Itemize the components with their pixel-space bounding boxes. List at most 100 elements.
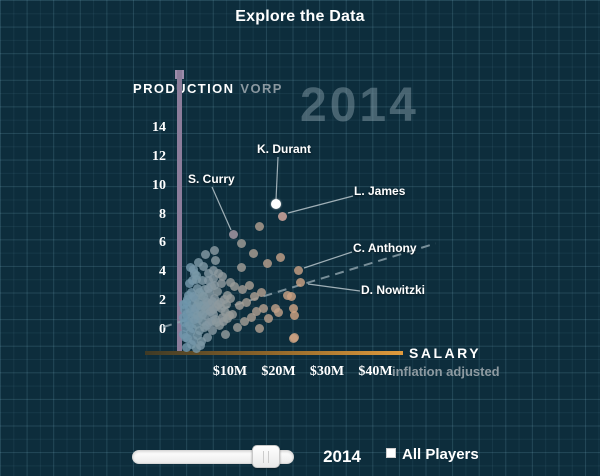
scatter-dot[interactable] — [288, 334, 298, 344]
scatter-dot[interactable] — [198, 262, 208, 271]
scatter-dot[interactable] — [263, 259, 273, 269]
scatter-dot[interactable] — [188, 292, 198, 302]
scatter-dot[interactable] — [191, 344, 201, 354]
scatter-dot[interactable] — [204, 276, 214, 286]
scatter-dot[interactable] — [201, 321, 211, 331]
scatter-dot[interactable] — [208, 266, 218, 276]
scatter-dot[interactable] — [213, 286, 223, 296]
scatter-dot[interactable] — [296, 277, 306, 287]
scatter-dot[interactable] — [191, 270, 201, 280]
scatter-dot[interactable] — [200, 303, 210, 313]
scatter-dot[interactable] — [199, 292, 209, 302]
scatter-dot[interactable] — [225, 293, 235, 303]
scatter-dot[interactable] — [203, 269, 213, 279]
scatter-dot[interactable] — [192, 331, 202, 341]
player-annotation: D. Nowitzki — [361, 283, 426, 297]
scatter-dot[interactable] — [225, 277, 235, 287]
scatter-dot[interactable] — [196, 341, 206, 351]
scatter-dot[interactable] — [191, 303, 201, 313]
scatter-dot[interactable] — [229, 230, 239, 240]
scatter-dot[interactable] — [178, 312, 188, 322]
scatter-dot[interactable] — [207, 325, 217, 335]
scatter-dot[interactable] — [242, 298, 252, 308]
scatter-dot[interactable] — [210, 280, 220, 290]
scatter-dot[interactable] — [203, 298, 213, 308]
scatter-dot[interactable] — [195, 300, 205, 310]
scatter-dot[interactable] — [191, 319, 201, 329]
scatter-dot[interactable] — [276, 253, 286, 263]
year-slider-thumb[interactable] — [252, 445, 280, 468]
scatter-dot[interactable] — [181, 332, 191, 342]
scatter-dot[interactable] — [227, 309, 237, 319]
scatter-dot[interactable] — [244, 280, 254, 290]
scatter-dot[interactable] — [186, 308, 196, 318]
scatter-dot[interactable] — [240, 316, 250, 326]
scatter-dot[interactable] — [278, 211, 288, 221]
scatter-dot[interactable] — [271, 199, 282, 210]
scatter-dot[interactable] — [185, 328, 195, 338]
scatter-dot[interactable] — [179, 299, 189, 309]
scatter-dot[interactable] — [294, 266, 304, 276]
scatter-dot[interactable] — [264, 313, 274, 323]
scatter-dot[interactable] — [288, 303, 298, 313]
scatter-dot[interactable] — [189, 264, 199, 274]
scatter-dot[interactable] — [247, 312, 257, 322]
page-title: Explore the Data — [235, 8, 365, 25]
scatter-dot[interactable] — [254, 324, 264, 334]
scatter-dot[interactable] — [257, 287, 267, 297]
scatter-dot[interactable] — [254, 221, 264, 231]
scatter-dot[interactable] — [252, 306, 262, 316]
scatter-dot[interactable] — [259, 303, 269, 313]
scatter-dot[interactable] — [223, 313, 233, 323]
scatter-dot[interactable] — [230, 282, 240, 292]
scatter-dot[interactable] — [208, 296, 218, 306]
x-tick-label: $40M — [358, 364, 393, 379]
player-annotation: C. Anthony — [353, 241, 417, 255]
scatter-dot[interactable] — [186, 339, 196, 349]
scatter-dot[interactable] — [185, 321, 195, 331]
scatter-dot[interactable] — [220, 329, 230, 339]
scatter-dot[interactable] — [183, 290, 193, 300]
scatter-dot[interactable] — [235, 300, 245, 310]
scatter-dot[interactable] — [217, 303, 227, 313]
y-axis-title-secondary: VORP — [240, 81, 283, 96]
scatter-dot[interactable] — [286, 292, 296, 302]
scatter-dot[interactable] — [204, 283, 214, 293]
scatter-dot[interactable] — [218, 272, 228, 282]
scatter-dot[interactable] — [232, 322, 242, 332]
scatter-dot[interactable] — [204, 289, 214, 299]
scatter-dot[interactable] — [236, 263, 246, 273]
scatter-dot[interactable] — [197, 309, 207, 319]
scatter-dot[interactable] — [273, 308, 283, 318]
scatter-dot[interactable] — [179, 318, 189, 328]
scatter-dot[interactable] — [195, 325, 205, 335]
scatter-dot[interactable] — [202, 332, 212, 342]
scatter-dot[interactable] — [190, 315, 200, 325]
scatter-dot[interactable] — [201, 250, 211, 260]
scatter-dot[interactable] — [210, 256, 220, 266]
x-tick-label: $10M — [212, 364, 248, 379]
annotation-leader-line — [307, 283, 361, 292]
scatter-dot[interactable] — [193, 311, 202, 321]
scatter-dot[interactable] — [210, 246, 220, 256]
scatter-dot[interactable] — [198, 276, 208, 286]
scatter-dot[interactable] — [180, 305, 190, 315]
scatter-dot[interactable] — [206, 316, 216, 326]
scatter-dot[interactable] — [212, 318, 222, 328]
scatter-dot[interactable] — [209, 305, 219, 315]
scatter-dot[interactable] — [290, 311, 300, 321]
scatter-dot[interactable] — [194, 257, 204, 267]
scatter-dot[interactable] — [237, 285, 247, 295]
scatter-dot[interactable] — [249, 292, 259, 302]
all-players-checkbox[interactable] — [386, 448, 396, 458]
scatter-dot[interactable] — [216, 279, 226, 289]
scatter-dot[interactable] — [221, 299, 231, 309]
y-tick-label: 14 — [152, 119, 166, 135]
scatter-dot[interactable] — [209, 273, 218, 283]
scatter-dot[interactable] — [181, 342, 191, 352]
y-axis-line — [177, 70, 182, 353]
x-axis-title: SALARY — [409, 345, 482, 361]
scatter-dot[interactable] — [236, 238, 246, 248]
scatter-dot[interactable] — [249, 249, 259, 259]
